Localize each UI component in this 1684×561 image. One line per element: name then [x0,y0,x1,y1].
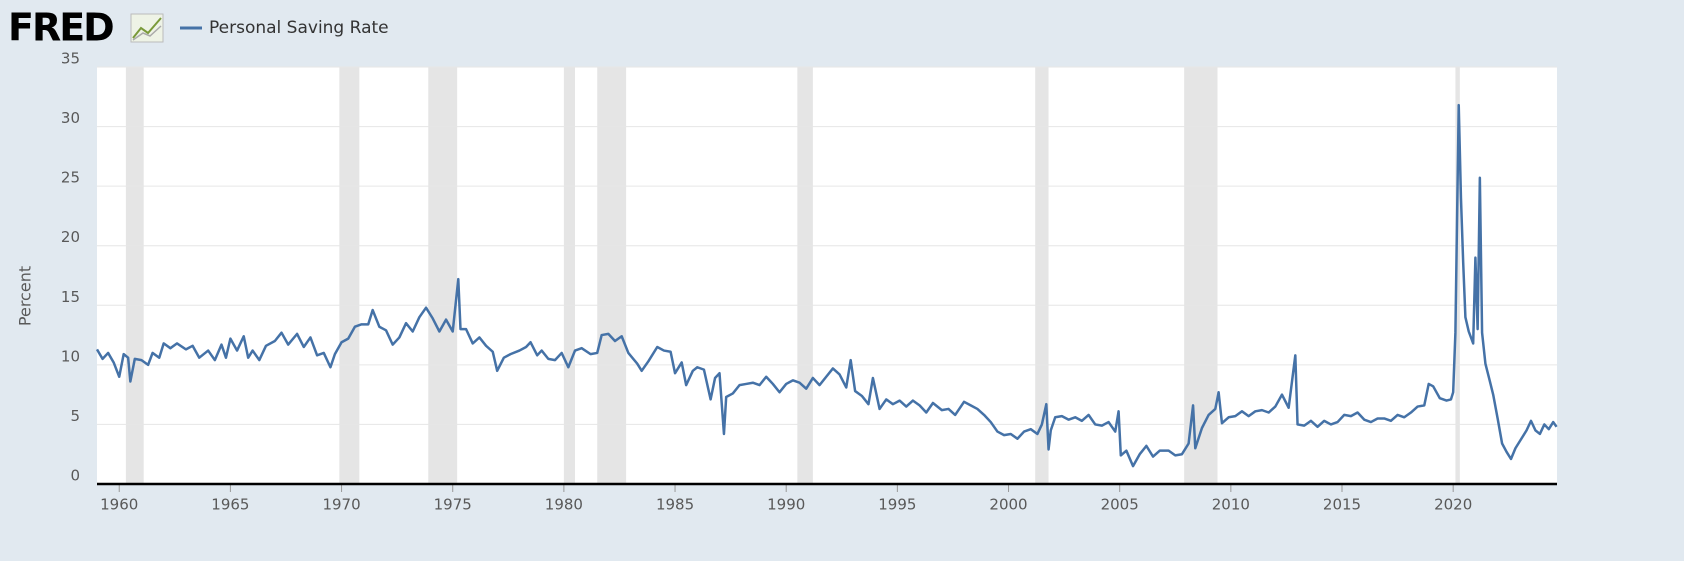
x-tick-label: 1975 [434,496,472,514]
x-tick-label: 1995 [878,496,916,514]
y-axis-label: Percent [16,266,35,326]
recession-band [1035,67,1049,484]
y-tick-label: 0 [70,467,80,485]
x-tick-label: 2020 [1434,496,1472,514]
y-tick-label: 30 [61,109,80,127]
recession-band [428,67,458,484]
x-tick-label: 1980 [545,496,583,514]
recession-band [339,67,360,484]
y-tick-label: 25 [61,169,80,187]
recession-band [797,67,813,484]
recession-band [563,67,575,484]
recession-band [1455,67,1460,484]
y-tick-label: 5 [70,407,80,425]
x-tick-label: 2005 [1101,496,1139,514]
x-tick-label: 1990 [767,496,805,514]
recession-band [597,67,627,484]
logo-icon [130,13,164,43]
x-tick-label: 2010 [1212,496,1250,514]
y-tick-label: 15 [61,288,80,306]
legend-label: Personal Saving Rate [209,18,389,38]
x-tick-label: 2000 [989,496,1027,514]
y-tick-label: 10 [61,347,80,365]
x-tick-label: 1960 [100,496,138,514]
x-tick-label: 1970 [322,496,360,514]
y-tick-label: 20 [61,228,80,246]
y-tick-label: 35 [61,50,80,68]
x-tick-label: 1985 [656,496,694,514]
recession-band [125,67,144,484]
x-tick-label: 2015 [1323,496,1361,514]
x-tick-label: 1965 [211,496,249,514]
recession-band [1184,67,1218,484]
logo: FRED [8,6,113,50]
data-line [95,103,1558,468]
